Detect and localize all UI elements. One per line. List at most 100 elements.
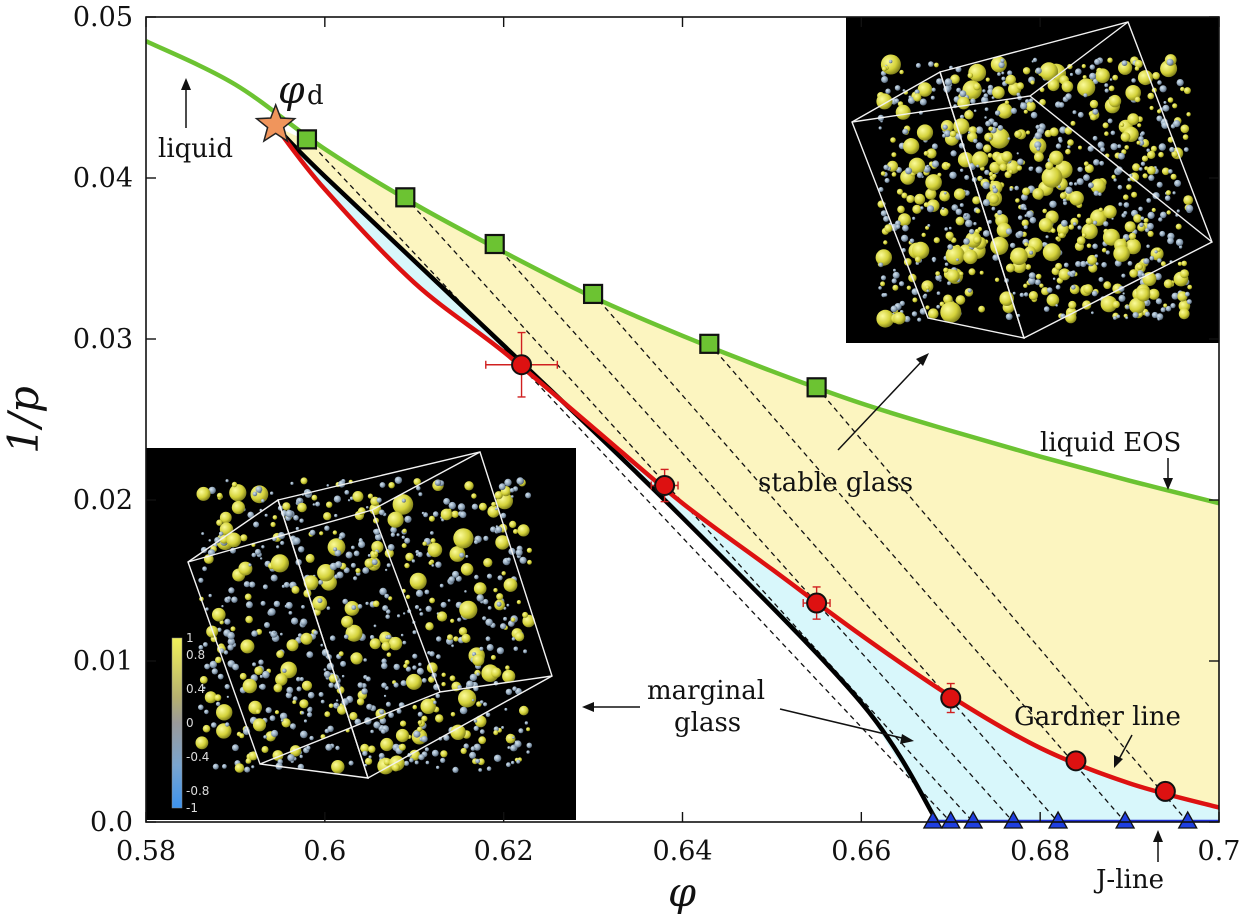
particle	[421, 735, 428, 743]
particle	[896, 188, 903, 195]
particle	[888, 59, 893, 64]
particle	[1035, 166, 1043, 174]
particle	[1074, 182, 1078, 186]
gardner-circle-marker	[940, 687, 962, 709]
particle	[943, 294, 953, 305]
particle	[215, 656, 222, 664]
x-tick-label: 0.62	[474, 836, 534, 867]
particle	[424, 747, 429, 752]
particle	[473, 719, 478, 723]
particle	[351, 605, 357, 610]
particle	[262, 670, 270, 679]
particle	[947, 244, 954, 250]
particle	[245, 758, 252, 764]
particle	[1012, 291, 1016, 295]
particle	[458, 627, 468, 636]
particle	[1147, 211, 1155, 219]
particle	[1057, 185, 1061, 189]
particle	[1029, 250, 1034, 255]
particle	[385, 701, 391, 707]
particle	[1140, 216, 1145, 221]
particle	[1041, 167, 1063, 188]
particle	[1098, 207, 1103, 212]
particle	[433, 700, 437, 705]
particle	[441, 682, 446, 687]
particle	[988, 126, 993, 132]
dashed-lines	[306, 138, 1189, 822]
particle	[469, 751, 477, 759]
particle	[400, 633, 404, 637]
particle	[1125, 316, 1129, 320]
particle	[968, 131, 971, 134]
particle	[208, 486, 216, 495]
particle	[214, 537, 221, 544]
particle	[1159, 230, 1166, 237]
particle	[282, 668, 287, 673]
particle	[231, 500, 245, 515]
particle	[515, 549, 523, 557]
particle	[1132, 163, 1141, 172]
particle	[491, 667, 502, 678]
particle	[337, 704, 347, 715]
particle	[333, 547, 338, 552]
particle	[439, 583, 444, 588]
particle	[514, 631, 525, 642]
particle	[393, 663, 400, 671]
particle	[370, 635, 375, 640]
particle	[1107, 118, 1113, 124]
x-tick-label: 0.64	[652, 836, 712, 867]
particle	[288, 611, 293, 615]
particle	[388, 712, 394, 718]
particle	[360, 743, 370, 753]
particle	[1151, 207, 1156, 213]
phi-d-label: φ	[278, 68, 305, 112]
particle	[1120, 132, 1131, 142]
particle	[1068, 181, 1074, 186]
particle	[498, 483, 506, 491]
particle	[1164, 195, 1171, 201]
particle	[1165, 305, 1172, 312]
particle	[987, 88, 994, 96]
particle	[300, 618, 308, 626]
particle	[276, 545, 280, 549]
particle	[351, 545, 355, 550]
particle	[473, 743, 481, 751]
particle	[482, 598, 489, 605]
particle	[1136, 287, 1151, 302]
particle	[208, 593, 212, 598]
particle	[1100, 295, 1118, 313]
particle	[1140, 161, 1146, 166]
particle	[506, 557, 511, 562]
particle	[303, 575, 319, 590]
particle	[523, 649, 528, 654]
particle	[1094, 254, 1099, 258]
particle	[1028, 277, 1036, 285]
particle	[495, 507, 498, 511]
particle	[502, 669, 516, 683]
particle	[1182, 134, 1189, 140]
particle	[1077, 225, 1082, 230]
particle	[1021, 193, 1028, 201]
particle	[403, 612, 406, 615]
particle	[270, 491, 274, 495]
particle	[393, 682, 399, 688]
particle	[471, 493, 477, 499]
x-tick-label: 0.6	[303, 836, 346, 867]
particle	[390, 526, 397, 534]
particle	[1157, 109, 1162, 114]
particle	[1025, 101, 1036, 112]
particle	[1146, 244, 1150, 249]
particle	[403, 760, 410, 766]
particle	[290, 723, 296, 730]
particle	[511, 760, 515, 765]
particle	[251, 552, 257, 558]
particle	[387, 544, 395, 551]
particle	[465, 554, 469, 558]
particle	[917, 82, 933, 97]
particle	[1045, 161, 1054, 170]
particle	[959, 90, 967, 98]
particle	[881, 76, 889, 83]
particle	[982, 89, 986, 93]
particle	[1029, 98, 1034, 103]
particle	[361, 688, 368, 695]
